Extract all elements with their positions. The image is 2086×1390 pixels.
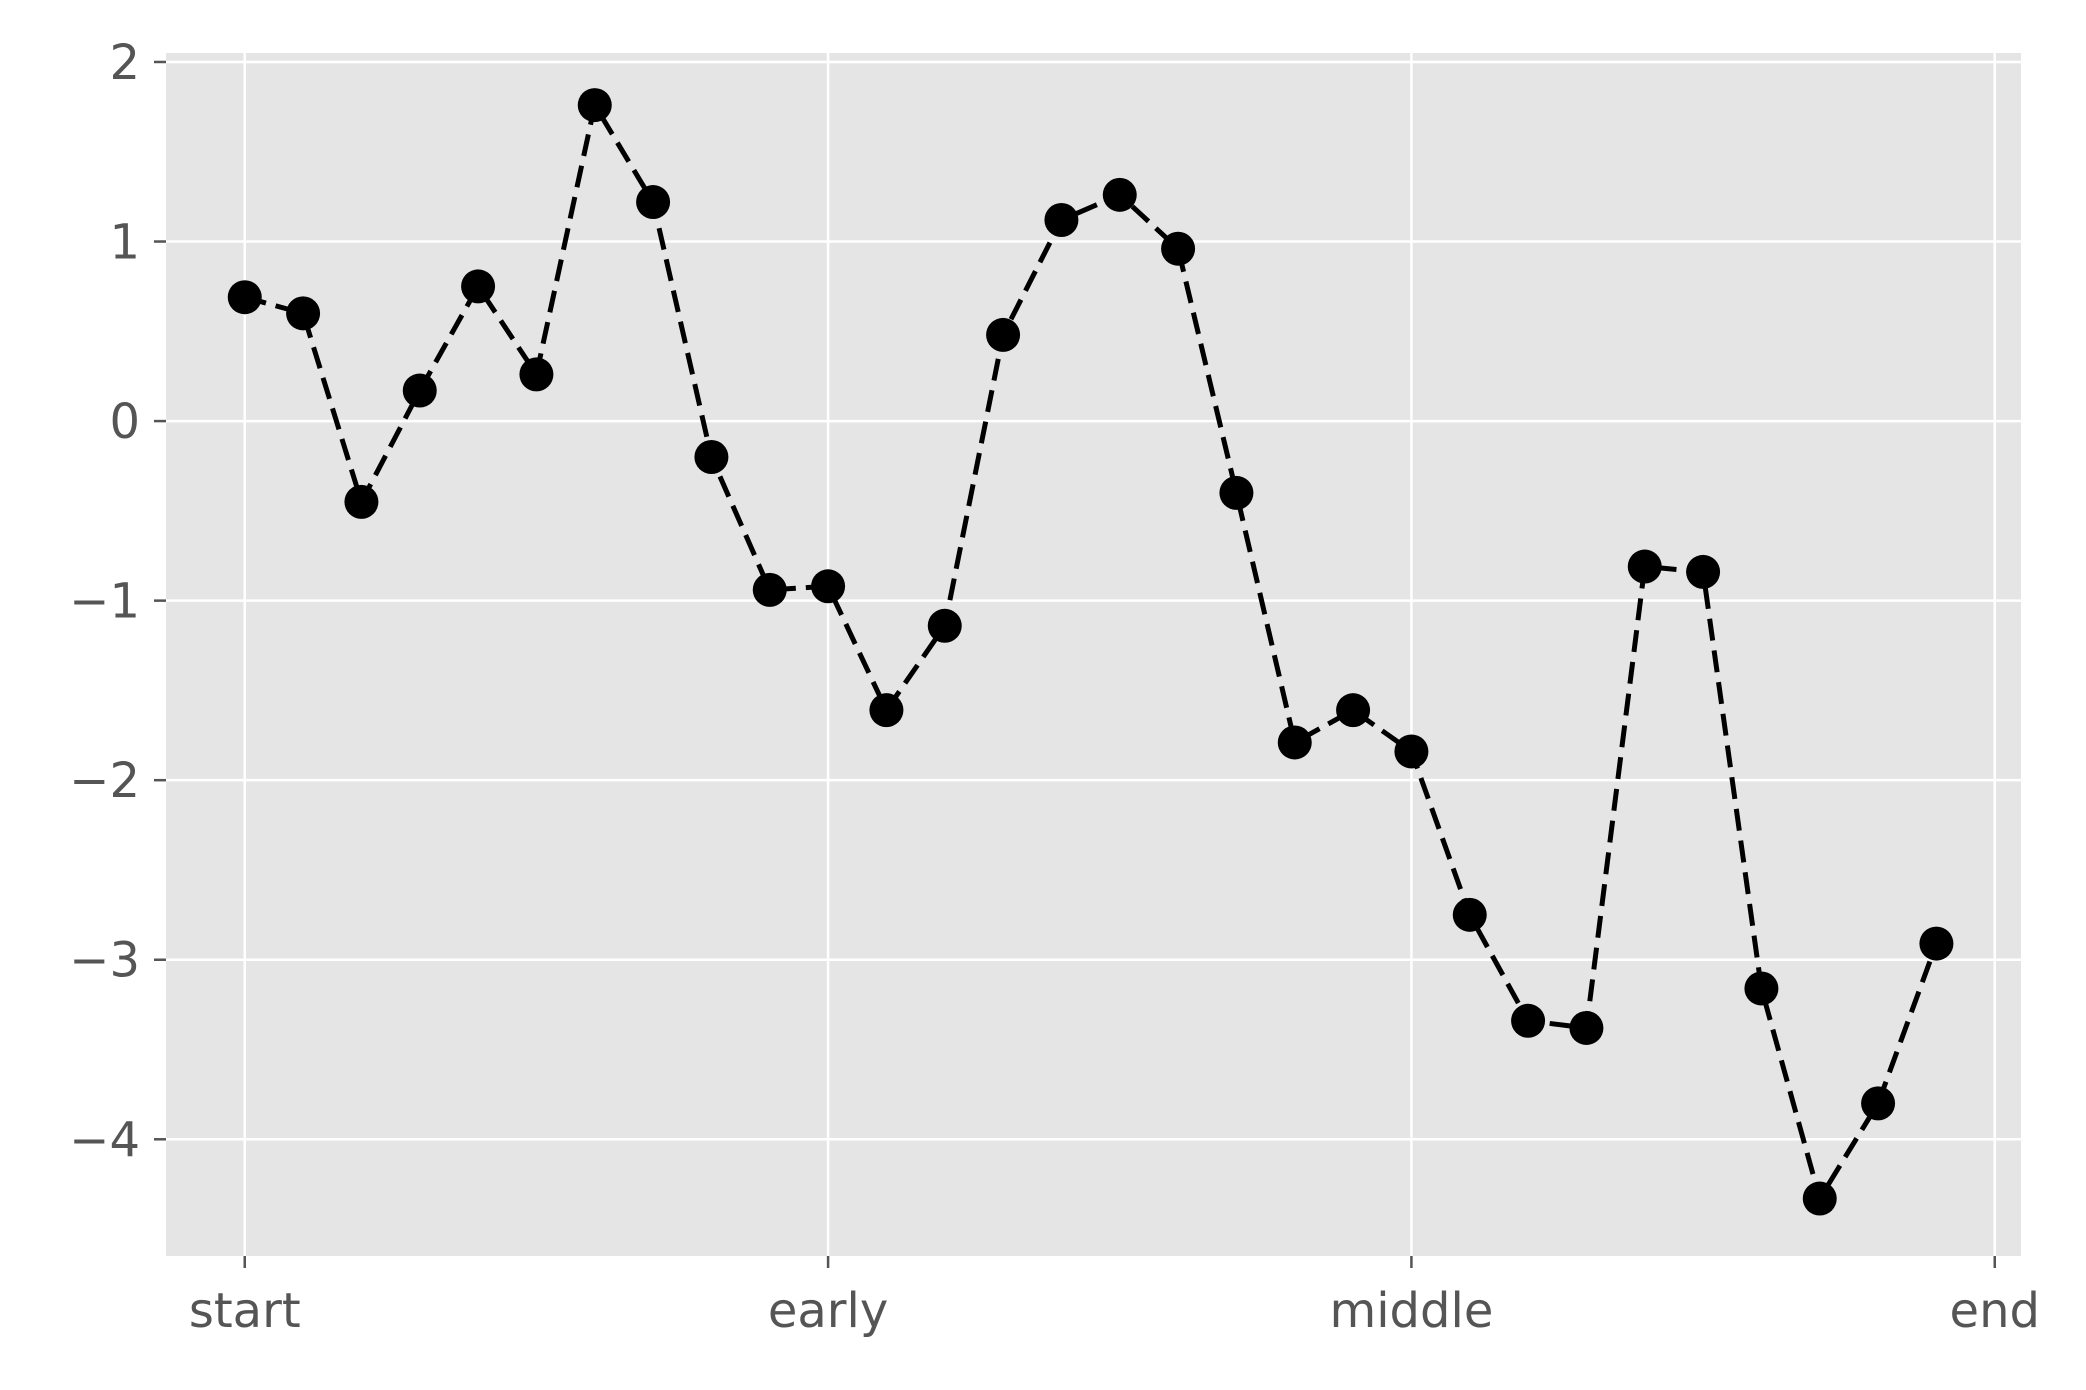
x-tick-label: start xyxy=(189,1283,301,1339)
data-point xyxy=(752,572,787,607)
data-point xyxy=(1394,734,1429,769)
data-point xyxy=(1219,475,1254,510)
y-tick-label: 2 xyxy=(109,35,140,91)
data-point xyxy=(577,88,612,123)
y-tick-label: 0 xyxy=(109,394,140,450)
data-point xyxy=(1336,693,1371,728)
data-point xyxy=(811,569,846,604)
data-point xyxy=(1277,725,1312,760)
data-point xyxy=(869,693,904,728)
data-point xyxy=(1044,202,1079,237)
series-line xyxy=(244,98,1939,1205)
y-tick-label: 1 xyxy=(109,215,140,271)
data-point xyxy=(1569,1010,1604,1045)
data-point xyxy=(1802,1181,1837,1216)
data-point xyxy=(402,373,437,408)
data-point xyxy=(694,439,729,474)
data-point xyxy=(461,269,496,304)
data-point xyxy=(1861,1086,1896,1121)
data-point xyxy=(344,484,379,519)
x-tick-label: early xyxy=(768,1283,888,1339)
series xyxy=(227,88,1954,1216)
data-point xyxy=(1627,549,1662,584)
x-tick-label: end xyxy=(1950,1283,2040,1339)
y-tick-label: −4 xyxy=(69,1112,140,1168)
data-point xyxy=(636,185,671,220)
data-point xyxy=(1511,1003,1546,1038)
data-point xyxy=(1102,177,1137,212)
data-point xyxy=(1919,926,1954,961)
data-point xyxy=(986,317,1021,352)
y-axis: 2 1 0 −1 −2 −3 −4 xyxy=(69,35,166,1168)
data-point xyxy=(1452,897,1487,932)
y-tick-label: −2 xyxy=(69,753,140,809)
data-point xyxy=(1686,554,1721,589)
data-point xyxy=(927,608,962,643)
data-point xyxy=(1161,231,1196,266)
y-tick-label: −3 xyxy=(69,933,140,989)
data-point xyxy=(519,357,554,392)
x-tick-label: middle xyxy=(1329,1283,1493,1339)
y-tick-label: −1 xyxy=(69,574,140,630)
x-axis: start early middle end xyxy=(189,1256,2040,1339)
data-point xyxy=(1744,971,1779,1006)
data-point xyxy=(286,296,321,331)
data-point xyxy=(227,280,262,315)
grid xyxy=(166,53,2021,1256)
plot-area xyxy=(166,53,2021,1256)
